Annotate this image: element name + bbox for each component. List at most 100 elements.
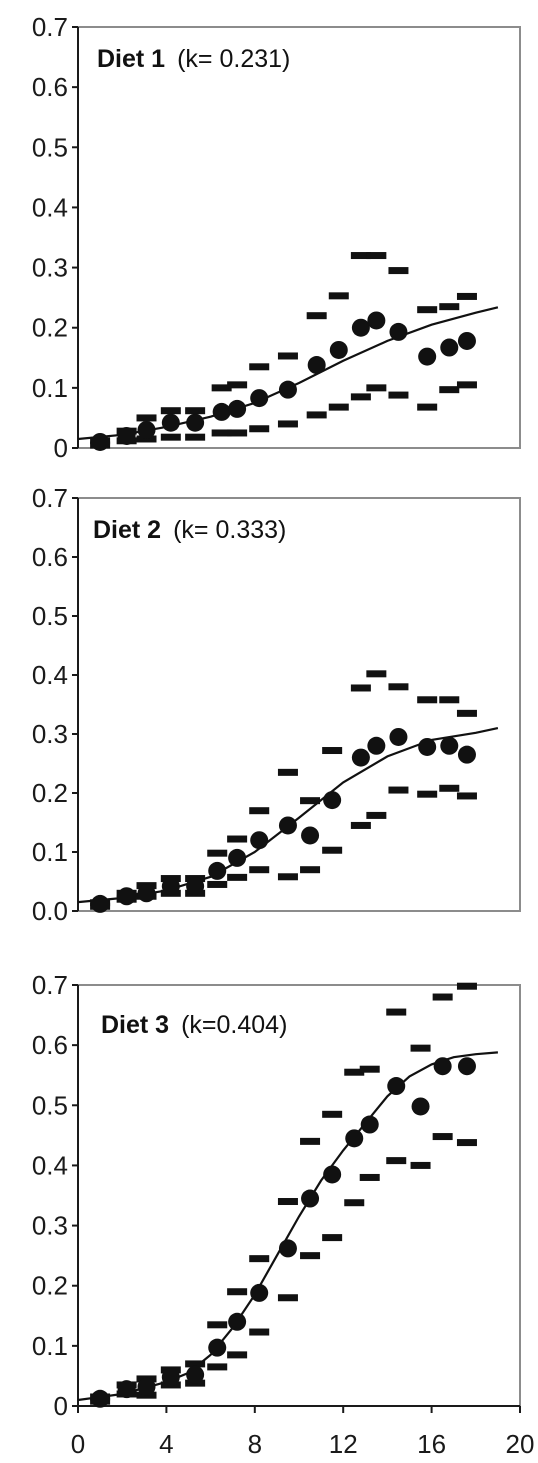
lower-bound-marker <box>328 403 349 411</box>
upper-bound-marker <box>227 1288 248 1296</box>
upper-bound-marker <box>300 1137 321 1145</box>
mean-point <box>278 1239 297 1258</box>
mean-point <box>389 727 408 746</box>
mean-point <box>387 1077 406 1096</box>
upper-bound-marker <box>185 1360 206 1368</box>
y-tick-label: 0.7 <box>32 483 68 513</box>
upper-bound-marker <box>456 292 477 300</box>
upper-bound-marker <box>160 407 181 415</box>
y-tick-label: 0.6 <box>32 542 68 572</box>
mean-point <box>278 816 297 835</box>
lower-bound-marker <box>432 1133 453 1141</box>
y-tick-label: 0.7 <box>32 970 68 1000</box>
upper-bound-marker <box>410 1044 431 1052</box>
upper-bound-marker <box>306 312 327 320</box>
lower-bound-marker <box>249 866 270 874</box>
plot-frame <box>77 497 521 912</box>
mean-point <box>161 1368 180 1387</box>
mean-point <box>323 791 342 810</box>
lower-bound-marker <box>277 873 298 881</box>
lower-bound-marker <box>306 411 327 419</box>
upper-bound-marker <box>439 696 460 704</box>
y-tick-label: 0.6 <box>32 72 68 102</box>
upper-bound-marker <box>456 982 477 990</box>
mean-point <box>161 413 180 432</box>
lower-bound-marker <box>386 1157 407 1165</box>
upper-bound-marker <box>328 292 349 300</box>
upper-bound-marker <box>456 709 477 717</box>
upper-bound-marker <box>300 797 321 805</box>
upper-bound-marker <box>277 352 298 360</box>
y-tick-label: 0.4 <box>32 660 68 690</box>
y-tick-label: 0.2 <box>32 313 68 343</box>
lower-bound-marker <box>410 1161 431 1169</box>
y-tick-label: 0 <box>54 433 68 463</box>
mean-point <box>457 745 476 764</box>
upper-bound-marker <box>388 683 409 691</box>
lower-bound-marker <box>350 821 371 829</box>
mean-point <box>250 389 269 408</box>
y-tick-label: 0.5 <box>32 1090 68 1120</box>
lower-bound-marker <box>344 1199 365 1207</box>
upper-bound-marker <box>227 835 248 843</box>
upper-bound-marker <box>417 306 438 314</box>
lower-bound-marker <box>227 873 248 881</box>
mean-point <box>186 877 205 896</box>
lower-bound-marker <box>322 1234 343 1242</box>
y-tick-label: 0.5 <box>32 132 68 162</box>
panel-title-name: Diet 1 <box>97 45 165 73</box>
lower-bound-marker <box>388 391 409 399</box>
mean-point <box>208 861 227 880</box>
y-tick-label: 0.1 <box>32 837 68 867</box>
mean-point <box>117 1380 136 1399</box>
mean-point <box>418 737 437 756</box>
lower-bound-marker <box>207 880 228 888</box>
upper-bound-marker <box>136 414 157 422</box>
panel-title-name: Diet 2 <box>93 516 161 544</box>
mean-point <box>307 356 326 375</box>
lower-bound-marker <box>439 784 460 792</box>
y-tick-label: 0.6 <box>32 1030 68 1060</box>
mean-point <box>137 420 156 439</box>
upper-bound-marker <box>211 384 232 392</box>
lower-bound-marker <box>185 433 206 441</box>
lower-bound-marker <box>350 393 371 401</box>
upper-bound-marker <box>322 747 343 755</box>
chart-panel-3: 0 0.1 0.2 0.3 0.4 0.5 0.6 0.7 0 4 8 12 16 20 Diet 3 (k=… <box>32 970 535 1459</box>
upper-bound-marker <box>350 252 371 260</box>
upper-bound-marker <box>249 807 270 815</box>
lower-bound-marker <box>227 429 248 437</box>
mean-point <box>367 311 386 330</box>
lower-bound-marker <box>249 1328 270 1336</box>
mean-point <box>457 331 476 350</box>
upper-bound-marker <box>388 267 409 275</box>
plot-frame <box>77 26 521 449</box>
lower-bound-marker <box>322 846 343 854</box>
mean-point <box>228 848 247 867</box>
mean-point <box>137 1377 156 1396</box>
upper-bound-marker <box>207 1321 228 1329</box>
mean-point <box>250 831 269 850</box>
panel-annotation: (k= 0.333) <box>173 516 286 544</box>
lower-bound-marker <box>211 429 232 437</box>
x-tick-label: 0 <box>71 1429 85 1459</box>
fit-curve <box>77 1051 498 1402</box>
mean-point <box>433 1057 452 1076</box>
mean-point <box>212 402 231 421</box>
lower-bound-marker <box>366 384 387 392</box>
y-tick-label: 0.7 <box>32 12 68 42</box>
mean-point <box>301 826 320 845</box>
mean-point <box>367 736 386 755</box>
mean-point <box>411 1097 430 1116</box>
chart-panel-1: 0 0.1 0.2 0.3 0.4 0.5 0.6 0.7 Diet 1 (k= 0.231) <box>32 12 521 463</box>
mean-point <box>301 1189 320 1208</box>
plot-frame <box>77 984 521 1407</box>
mean-point <box>323 1165 342 1184</box>
mean-point <box>250 1283 269 1302</box>
upper-bound-marker <box>439 303 460 311</box>
mean-point <box>137 884 156 903</box>
upper-bound-marker <box>249 1255 270 1263</box>
upper-bound-marker <box>350 684 371 692</box>
upper-bound-marker <box>277 1198 298 1206</box>
mean-point <box>457 1057 476 1076</box>
